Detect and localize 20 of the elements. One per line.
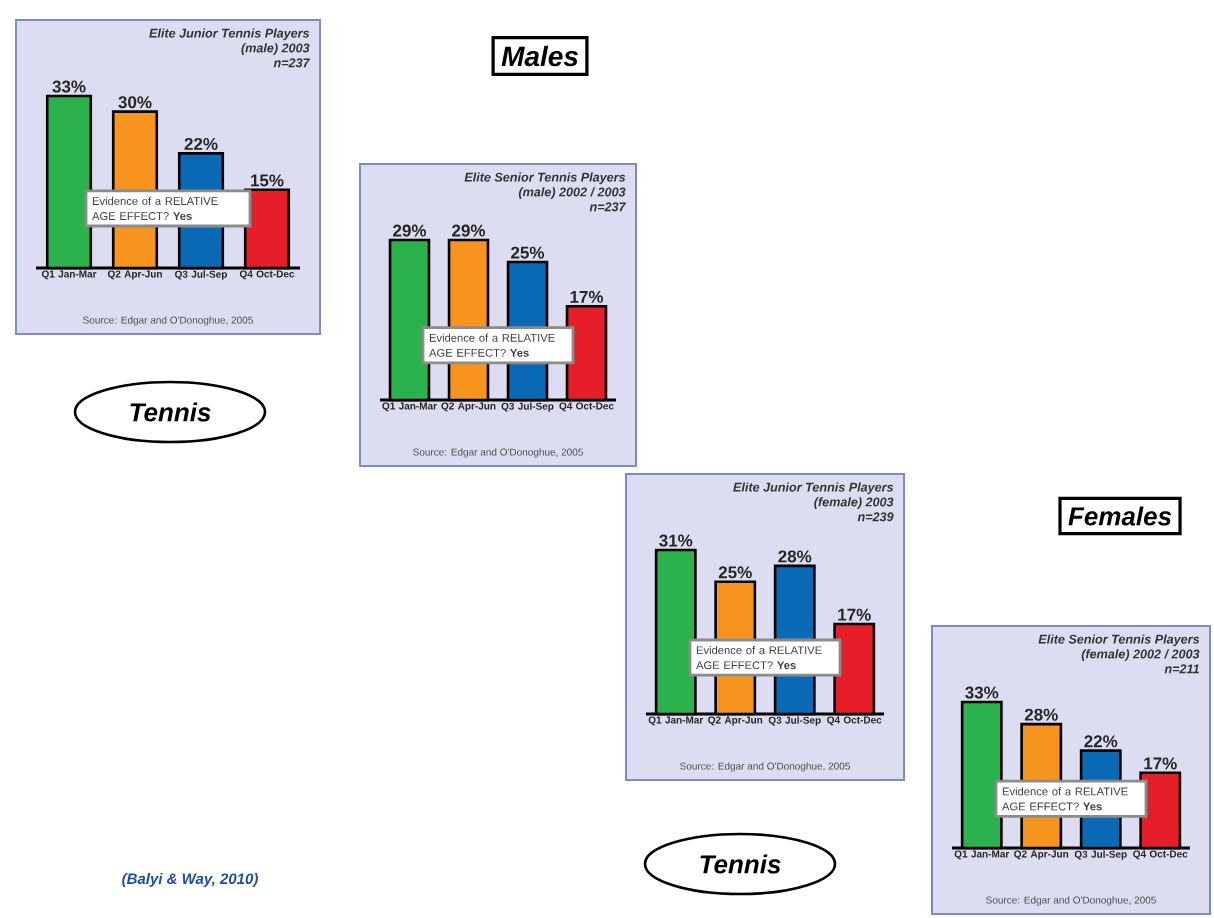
data-label: 29% [393,224,427,237]
data-label: 15% [251,174,284,187]
text: Males [501,45,578,67]
data-label: 22% [1084,735,1118,748]
data-label: 17% [1144,757,1177,770]
data-label: 30% [118,96,152,109]
data-label: 29% [452,224,486,237]
text: Tennis [700,854,781,874]
data-label: 17% [838,608,871,621]
data-label: 28% [1024,708,1058,721]
data-label: 17% [570,290,604,303]
data-label: 33% [52,80,86,93]
text: Tennis [130,402,211,422]
data-label: 25% [511,246,545,259]
data-label: 31% [659,534,693,547]
data-label: 25% [718,566,752,579]
data-label: 33% [965,686,999,699]
text: Females [1068,506,1172,526]
data-label: 22% [184,137,218,150]
data-label: 28% [778,550,812,563]
